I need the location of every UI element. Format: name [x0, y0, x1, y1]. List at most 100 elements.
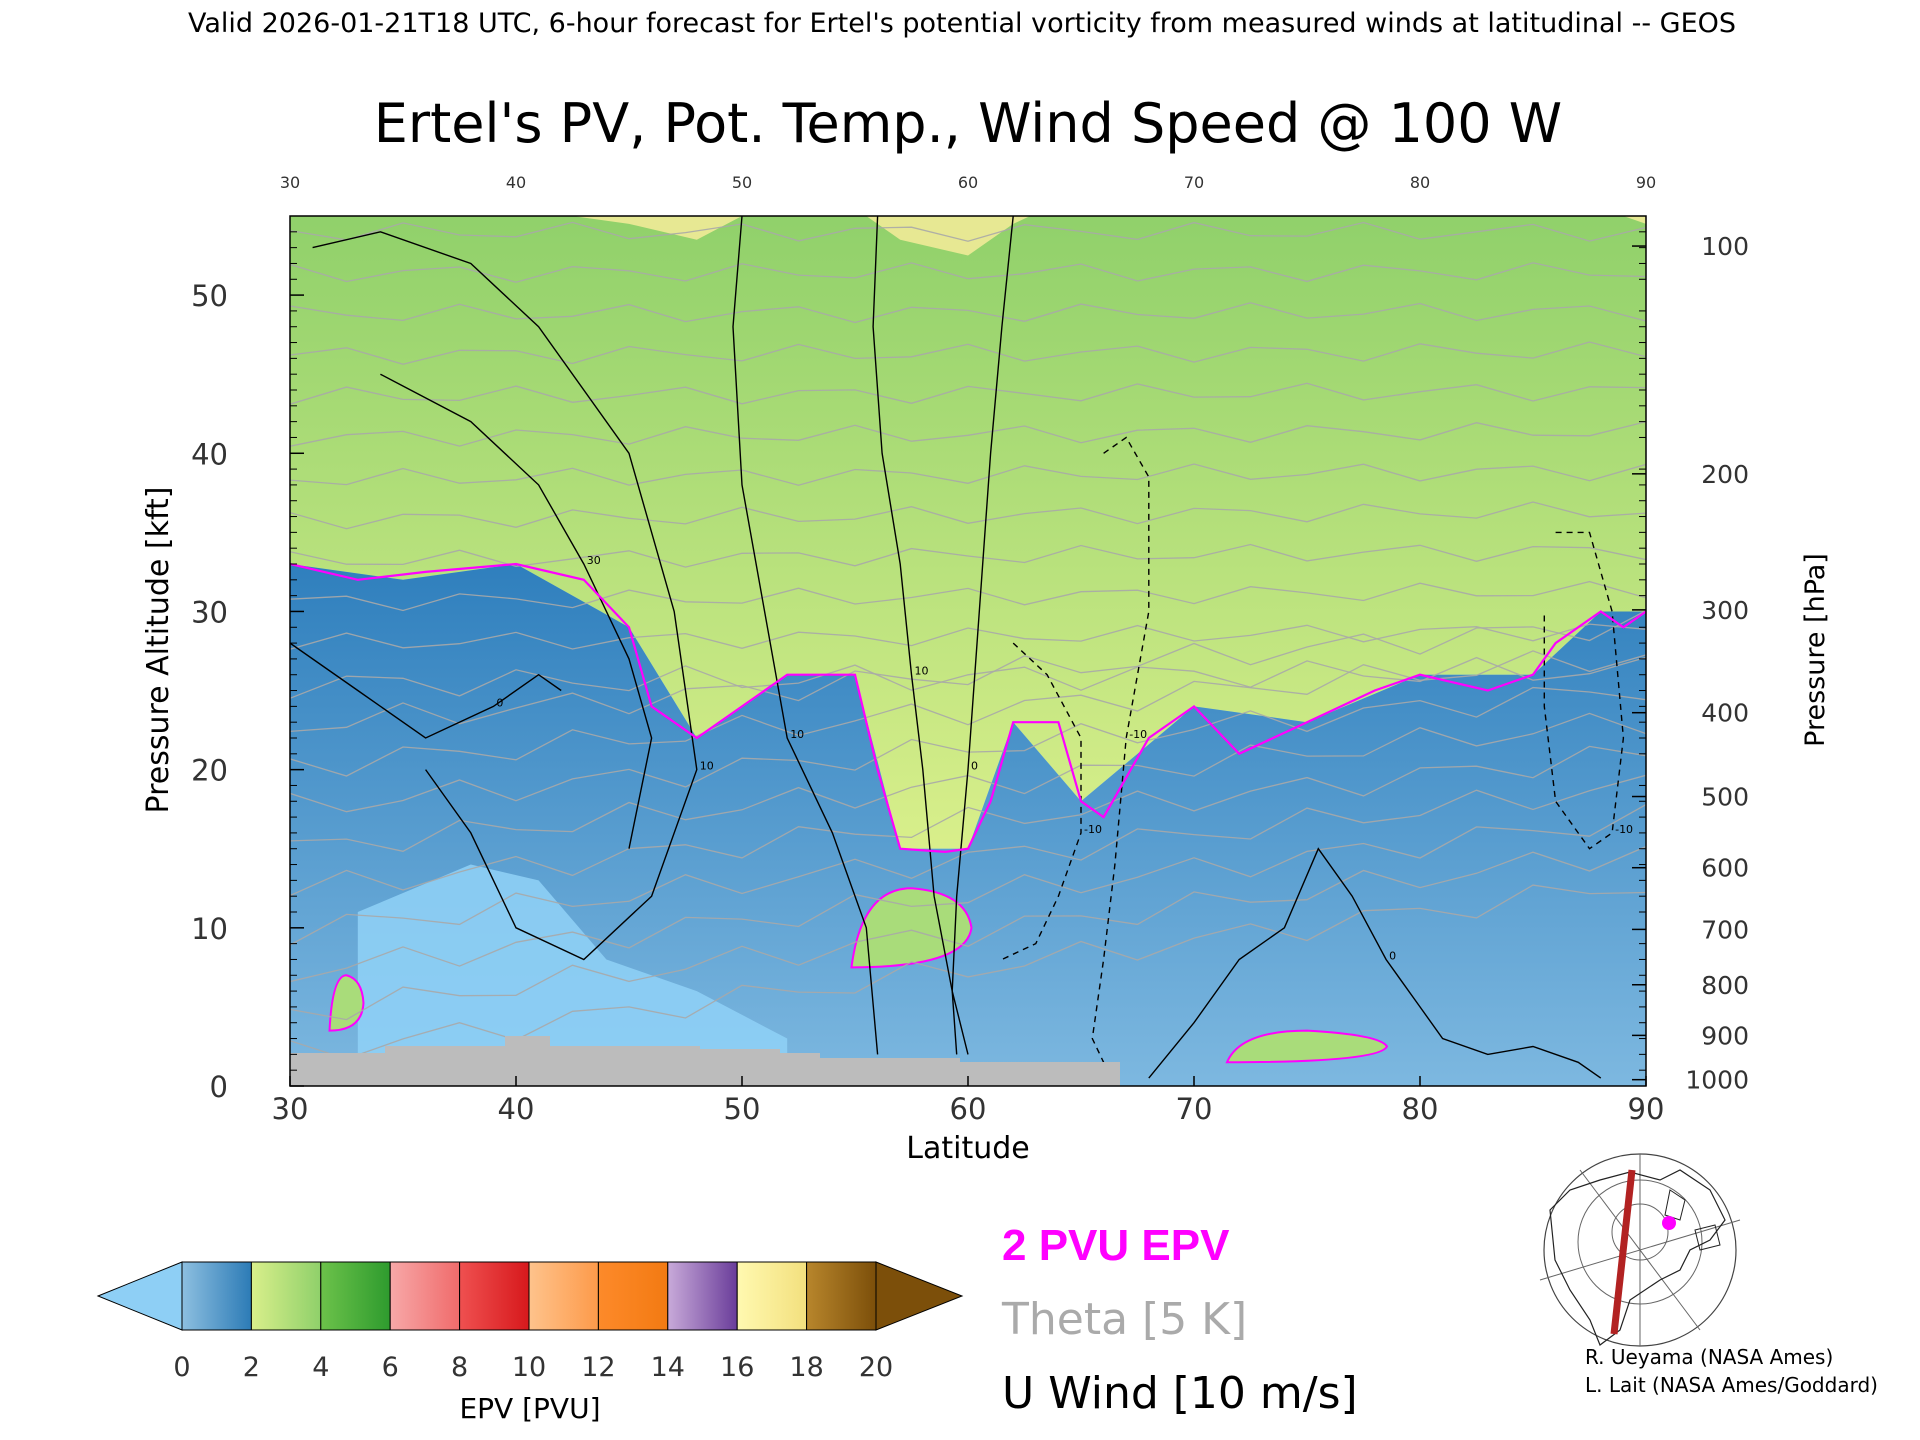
colorbar-tick-label: 12	[581, 1352, 615, 1383]
x-tick-label: 50	[724, 1092, 761, 1126]
u-wind-label-8: -10	[1615, 823, 1633, 836]
pressure-tick-label: 400	[1701, 699, 1749, 728]
u-wind-contour-4	[872, 216, 969, 1055]
colorbar-segment-8	[389, 1261, 461, 1331]
y-tick-label: 20	[191, 754, 228, 788]
colorbar-ticks: 0 2 4 6 8 10 12 14 16 18 20	[173, 1352, 893, 1383]
x-axis-top: 30 40 50 60 70 80 90	[280, 173, 1656, 192]
u-wind-label-4: 10	[915, 665, 929, 678]
colorbar-tick-label: 16	[720, 1352, 754, 1383]
terrain-mask	[290, 1036, 1120, 1086]
pressure-tick-label: 300	[1701, 596, 1749, 625]
theta-contours	[290, 221, 1646, 1060]
theta-contour-430	[290, 382, 1646, 405]
colorbar-segment-14	[597, 1261, 669, 1331]
colorbar-segment-10	[459, 1261, 530, 1331]
colorbar-segment-2	[181, 1261, 252, 1331]
y-axis-label: Pressure Altitude [kft]	[141, 487, 176, 814]
pressure-tick-label: 100	[1701, 232, 1749, 261]
pv-feature-2	[328, 974, 365, 1032]
pv-feature-3	[1225, 1029, 1389, 1064]
pressure-tick-label: 900	[1701, 1021, 1749, 1050]
theta-contour-390	[290, 543, 1646, 568]
u-wind-contours: 0 10 30 10 10 0 -10 -10 -10 0	[290, 216, 1633, 1079]
colorbar-over-arrow	[875, 1261, 964, 1331]
y-tick-label: 10	[191, 912, 228, 946]
colorbar: 0 2 4 6 8 10 12 14 16 18 20 EPV [PVU]	[96, 1261, 964, 1425]
x-top-tick-label: 90	[1636, 173, 1656, 192]
x-axis-bottom: 30 40 50 60 70 80 90	[272, 1076, 1665, 1126]
colorbar-tick-label: 10	[512, 1352, 546, 1383]
u-wind-label-7: -10	[1084, 823, 1102, 836]
pv2-contour-line	[290, 562, 1646, 854]
colorbar-segment-12	[528, 1261, 599, 1331]
theta-contour-360	[290, 656, 1646, 699]
y-tick-label: 40	[191, 437, 228, 471]
low-level-pv-features	[328, 887, 1389, 1064]
header-banner: Valid 2026-01-21T18 UTC, 6-hour forecast…	[188, 8, 1736, 39]
u-wind-contour-7	[1001, 642, 1082, 961]
u-wind-contour-0	[290, 642, 562, 739]
theta-contour-370	[290, 623, 1646, 650]
colorbar-segments	[181, 1261, 877, 1331]
colorbar-tick-label: 8	[451, 1352, 468, 1383]
colorbar-segment-18	[736, 1261, 808, 1331]
colorbar-segment-4	[250, 1261, 322, 1331]
legend-theta: Theta [5 K]	[1001, 1294, 1247, 1345]
u-wind-contour-2	[380, 373, 653, 849]
theta-contour-290	[290, 804, 1646, 983]
y-tick-label: 50	[191, 279, 228, 313]
pv-band-2-4	[290, 216, 1646, 849]
colorbar-under-arrow	[96, 1261, 183, 1331]
theta-contour-400	[290, 501, 1646, 530]
pv-band-over-20	[572, 216, 1646, 256]
pv-band-below-0	[357, 864, 788, 1086]
colorbar-segment-16	[667, 1261, 738, 1331]
pv-feature-1	[850, 887, 973, 969]
pv2-contour	[290, 562, 1646, 854]
theta-contour-310	[290, 745, 1646, 897]
colorbar-tick-label: 4	[312, 1352, 329, 1383]
theta-contour-380	[290, 580, 1646, 612]
u-wind-label-2: 30	[587, 554, 601, 567]
u-wind-label-1: 10	[700, 760, 714, 773]
u-wind-label-3: 10	[790, 728, 804, 741]
u-wind-contour-1	[312, 231, 698, 961]
pressure-tick-label: 800	[1701, 971, 1749, 1000]
credit-line-1: R. Ueyama (NASA Ames)	[1585, 1345, 1833, 1369]
legend-pv-contour: 2 PVU EPV	[1002, 1221, 1230, 1270]
pressure-tick-label: 500	[1701, 783, 1749, 812]
colorbar-label: EPV [PVU]	[459, 1392, 600, 1425]
x-top-tick-label: 60	[958, 173, 978, 192]
pressure-tick-label: 200	[1701, 460, 1749, 489]
x-top-tick-label: 70	[1184, 173, 1204, 192]
x-axis-label: Latitude	[906, 1131, 1029, 1166]
theta-contour-340	[290, 650, 1646, 777]
colorbar-tick-label: 6	[382, 1352, 399, 1383]
north-america-polar-map-icon	[1539, 1153, 1741, 1347]
legend: 2 PVU EPV Theta [5 K] U Wind [10 m/s]	[1001, 1221, 1358, 1419]
pressure-tick-marks	[290, 215, 1646, 1071]
plot-area: 0 10 30 10 10 0 -10 -10 -10 0	[289, 215, 1647, 1087]
y-axis-right: 100 200 300 400 500 600 700 800 900 1000	[1632, 232, 1749, 1095]
theta-contour-440	[290, 341, 1646, 365]
theta-contour-350	[290, 610, 1646, 733]
pressure-tick-label: 600	[1701, 854, 1749, 883]
x-top-tick-label: 30	[280, 173, 300, 192]
x-tick-label: 60	[950, 1092, 987, 1126]
colorbar-segment-20	[806, 1261, 877, 1331]
pressure-tick-label: 1000	[1685, 1066, 1749, 1095]
colorbar-tick-label: 14	[651, 1352, 685, 1383]
colorbar-segment-6	[320, 1261, 391, 1331]
colorbar-tick-label: 2	[243, 1352, 260, 1383]
x-tick-label: 90	[1628, 1092, 1665, 1126]
theta-contour-300	[290, 774, 1646, 946]
location-marker	[1662, 1216, 1676, 1230]
u-wind-contour-9	[1148, 847, 1602, 1079]
colorbar-tick-label: 20	[859, 1352, 893, 1383]
u-wind-contour-5	[951, 216, 1014, 1055]
x-tick-label: 80	[1402, 1092, 1439, 1126]
chart-title: Ertel's PV, Pot. Temp., Wind Speed @ 100…	[374, 92, 1562, 155]
u-wind-label-9: 0	[1389, 949, 1396, 962]
